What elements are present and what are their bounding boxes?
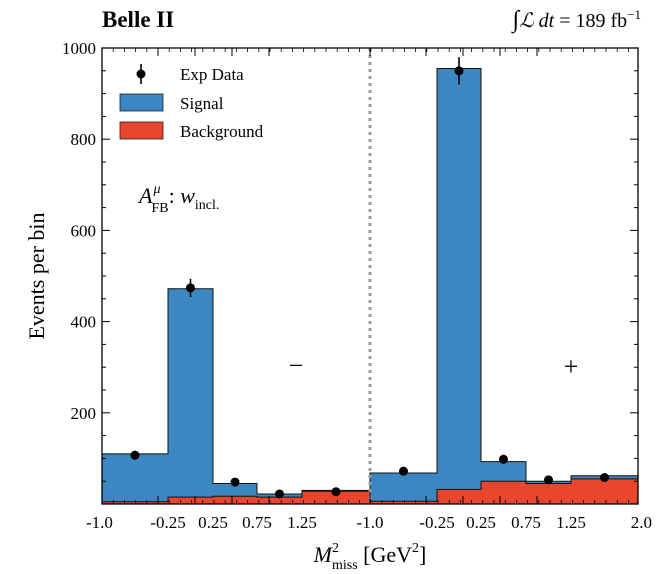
data-point bbox=[186, 283, 195, 293]
x-tick-label: 0.25 bbox=[466, 513, 496, 532]
x-tick-label: -1.0 bbox=[86, 513, 113, 532]
signal-bar bbox=[437, 68, 481, 490]
y-tick-label: 400 bbox=[71, 313, 97, 332]
legend-item-background: Background bbox=[119, 121, 264, 141]
background-bar bbox=[102, 501, 168, 504]
background-bar bbox=[213, 496, 257, 504]
signal-bar bbox=[168, 288, 213, 498]
legend: Exp Data Signal Background bbox=[119, 64, 264, 141]
data-point bbox=[399, 466, 408, 476]
x-tick-label: -1.0 bbox=[357, 513, 384, 532]
signal-bar bbox=[213, 483, 257, 497]
legend-background-swatch bbox=[119, 121, 164, 140]
region-label-plus: + bbox=[564, 352, 579, 381]
luminosity-label: ∫ℒ dt = 189 fb−1 bbox=[511, 7, 641, 34]
y-tick-label: 800 bbox=[71, 130, 97, 149]
background-bar bbox=[526, 483, 571, 504]
x-tick-label: 1.25 bbox=[287, 513, 317, 532]
x-axis-label: M2 miss [GeV2] bbox=[313, 541, 427, 573]
background-bar bbox=[481, 481, 526, 504]
y-axis-label: Events per bin bbox=[24, 212, 49, 339]
legend-data-marker bbox=[136, 69, 146, 79]
background-bar bbox=[437, 489, 481, 504]
data-point bbox=[454, 66, 464, 76]
y-tick-label: 200 bbox=[71, 404, 97, 423]
data-point bbox=[331, 487, 341, 497]
x-tick-label: -0.25 bbox=[150, 513, 185, 532]
legend-item-signal: Signal bbox=[119, 93, 224, 113]
x-tick-label: 2.0 bbox=[631, 513, 652, 532]
axes-layer: 200 400 600 800 1000 -1.0 -0.25 0.25 0.75 1.25 -1.… bbox=[62, 39, 652, 532]
y-tick-label: 1000 bbox=[62, 39, 96, 58]
signal-bar bbox=[481, 461, 526, 482]
data-layer bbox=[130, 57, 609, 499]
legend-item-data: Exp Data bbox=[136, 64, 244, 84]
legend-signal-label: Signal bbox=[180, 94, 224, 113]
data-point bbox=[275, 489, 284, 499]
x-tick-label: 0.75 bbox=[242, 513, 272, 532]
experiment-label: Belle II bbox=[102, 7, 174, 32]
x-tick-label: 1.25 bbox=[556, 513, 586, 532]
signal-bar bbox=[102, 453, 168, 502]
background-bar bbox=[168, 497, 213, 504]
legend-data-label: Exp Data bbox=[180, 65, 244, 84]
y-tick-label: 600 bbox=[71, 221, 97, 240]
data-point bbox=[130, 450, 140, 460]
background-bar bbox=[302, 491, 370, 504]
data-point bbox=[600, 473, 609, 483]
signal-bar bbox=[370, 472, 437, 502]
x-tick-label: 0.75 bbox=[511, 513, 541, 532]
background-bar bbox=[370, 501, 437, 504]
annotation-label: Aμ FB: wincl. bbox=[137, 182, 219, 216]
legend-signal-swatch bbox=[119, 93, 164, 112]
x-tick-label: -0.25 bbox=[419, 513, 454, 532]
data-point bbox=[230, 477, 240, 487]
region-label-minus: − bbox=[289, 351, 304, 380]
data-point bbox=[499, 454, 508, 464]
data-point bbox=[544, 475, 553, 485]
x-tick-label: 0.25 bbox=[198, 513, 228, 532]
background-bar bbox=[571, 478, 638, 504]
background-bar bbox=[257, 497, 302, 504]
legend-background-label: Background bbox=[180, 122, 264, 141]
